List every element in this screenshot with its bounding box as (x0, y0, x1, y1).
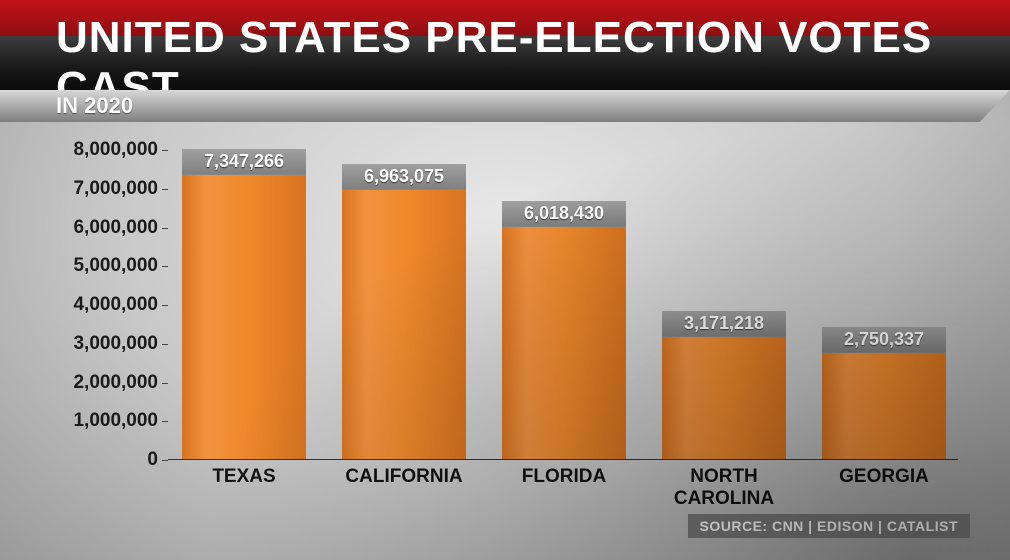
bar-value-label: 7,347,266 (182, 149, 306, 175)
x-tick-label: GEORGIA (809, 466, 959, 488)
bar-north-carolina: 3,171,218 (662, 311, 786, 460)
y-tick-label: 3,000,000 (56, 333, 158, 355)
bar-value-label: 6,018,430 (502, 201, 626, 227)
plot-area: 7,347,266 6,963,075 6,018,430 3,171,218 … (166, 150, 956, 460)
x-tick-label: FLORIDA (489, 466, 639, 488)
chart-area: 0 1,000,000 2,000,000 3,000,000 4,000,00… (56, 150, 956, 510)
bar-california: 6,963,075 (342, 164, 466, 460)
y-tick-label: 5,000,000 (56, 255, 158, 277)
bars-container: 7,347,266 6,963,075 6,018,430 3,171,218 … (166, 150, 956, 460)
bar-value-label: 3,171,218 (662, 311, 786, 337)
bar-body (822, 353, 946, 460)
bar-body (182, 175, 306, 460)
bar-body (662, 337, 786, 460)
title-bar: UNITED STATES PRE-ELECTION VOTES CAST (0, 36, 1010, 90)
x-tick-label: CALIFORNIA (329, 466, 479, 488)
bar-georgia: 2,750,337 (822, 327, 946, 460)
x-axis-line (168, 459, 958, 460)
chart-subtitle: IN 2020 (0, 90, 1010, 122)
y-tick-label: 2,000,000 (56, 372, 158, 394)
y-tick-label: 1,000,000 (56, 410, 158, 432)
y-tick-label: 6,000,000 (56, 217, 158, 239)
bar-florida: 6,018,430 (502, 201, 626, 460)
bar-value-label: 6,963,075 (342, 164, 466, 190)
bar-value-label: 2,750,337 (822, 327, 946, 353)
x-tick-label: NORTH CAROLINA (649, 466, 799, 510)
bar-body (342, 190, 466, 460)
y-tick-label: 7,000,000 (56, 178, 158, 200)
y-tick-label: 8,000,000 (56, 139, 158, 161)
y-tick-label: 0 (56, 449, 158, 471)
bar-body (502, 227, 626, 460)
bar-texas: 7,347,266 (182, 149, 306, 460)
y-tick-label: 4,000,000 (56, 294, 158, 316)
x-tick-label: TEXAS (169, 466, 319, 488)
source-attribution: SOURCE: CNN | EDISON | CATALIST (688, 514, 970, 538)
subtitle-bar: IN 2020 (0, 90, 1010, 122)
